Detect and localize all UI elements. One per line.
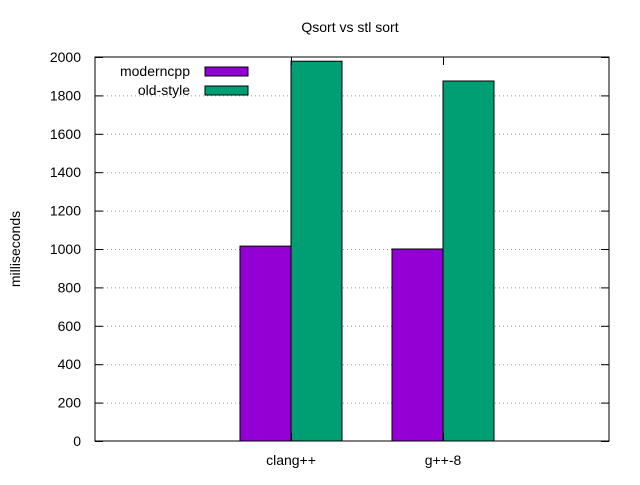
y-tick-label: 1800 (50, 87, 81, 103)
bars (239, 60, 495, 442)
y-tick-label: 400 (58, 356, 82, 372)
y-axis-label: milliseconds (7, 211, 23, 287)
legend-label: moderncpp (120, 63, 190, 79)
legend-swatch (204, 66, 249, 77)
y-tick-label: 1200 (50, 203, 81, 219)
y-tick-label: 200 (58, 395, 82, 411)
y-tick-label: 600 (58, 318, 82, 334)
axis-ticks: 0 200 400 600 800 1000 1200 1400 1600 1800 2000 cla… (50, 49, 609, 468)
x-tick-label: clang++ (266, 452, 316, 468)
bar-old-style-clang++ (290, 60, 343, 442)
y-tick-label: 1600 (50, 126, 81, 142)
y-tick-label: 0 (73, 433, 81, 449)
y-tick-label: 1000 (50, 241, 81, 257)
y-tick-label: 1400 (50, 164, 81, 180)
bar-old-style-g++-8 (442, 80, 495, 442)
y-tick-label: 2000 (50, 49, 81, 65)
bar-moderncpp-g++-8 (391, 248, 444, 442)
bar-moderncpp-clang++ (239, 245, 292, 442)
x-tick-label: g++-8 (425, 452, 462, 468)
legend-swatch (204, 85, 249, 96)
legend: moderncpp old-style (120, 63, 249, 98)
gridlines (95, 95, 609, 404)
chart-title: Qsort vs stl sort (301, 19, 398, 35)
y-tick-label: 800 (58, 279, 82, 295)
legend-label: old-style (138, 82, 190, 98)
